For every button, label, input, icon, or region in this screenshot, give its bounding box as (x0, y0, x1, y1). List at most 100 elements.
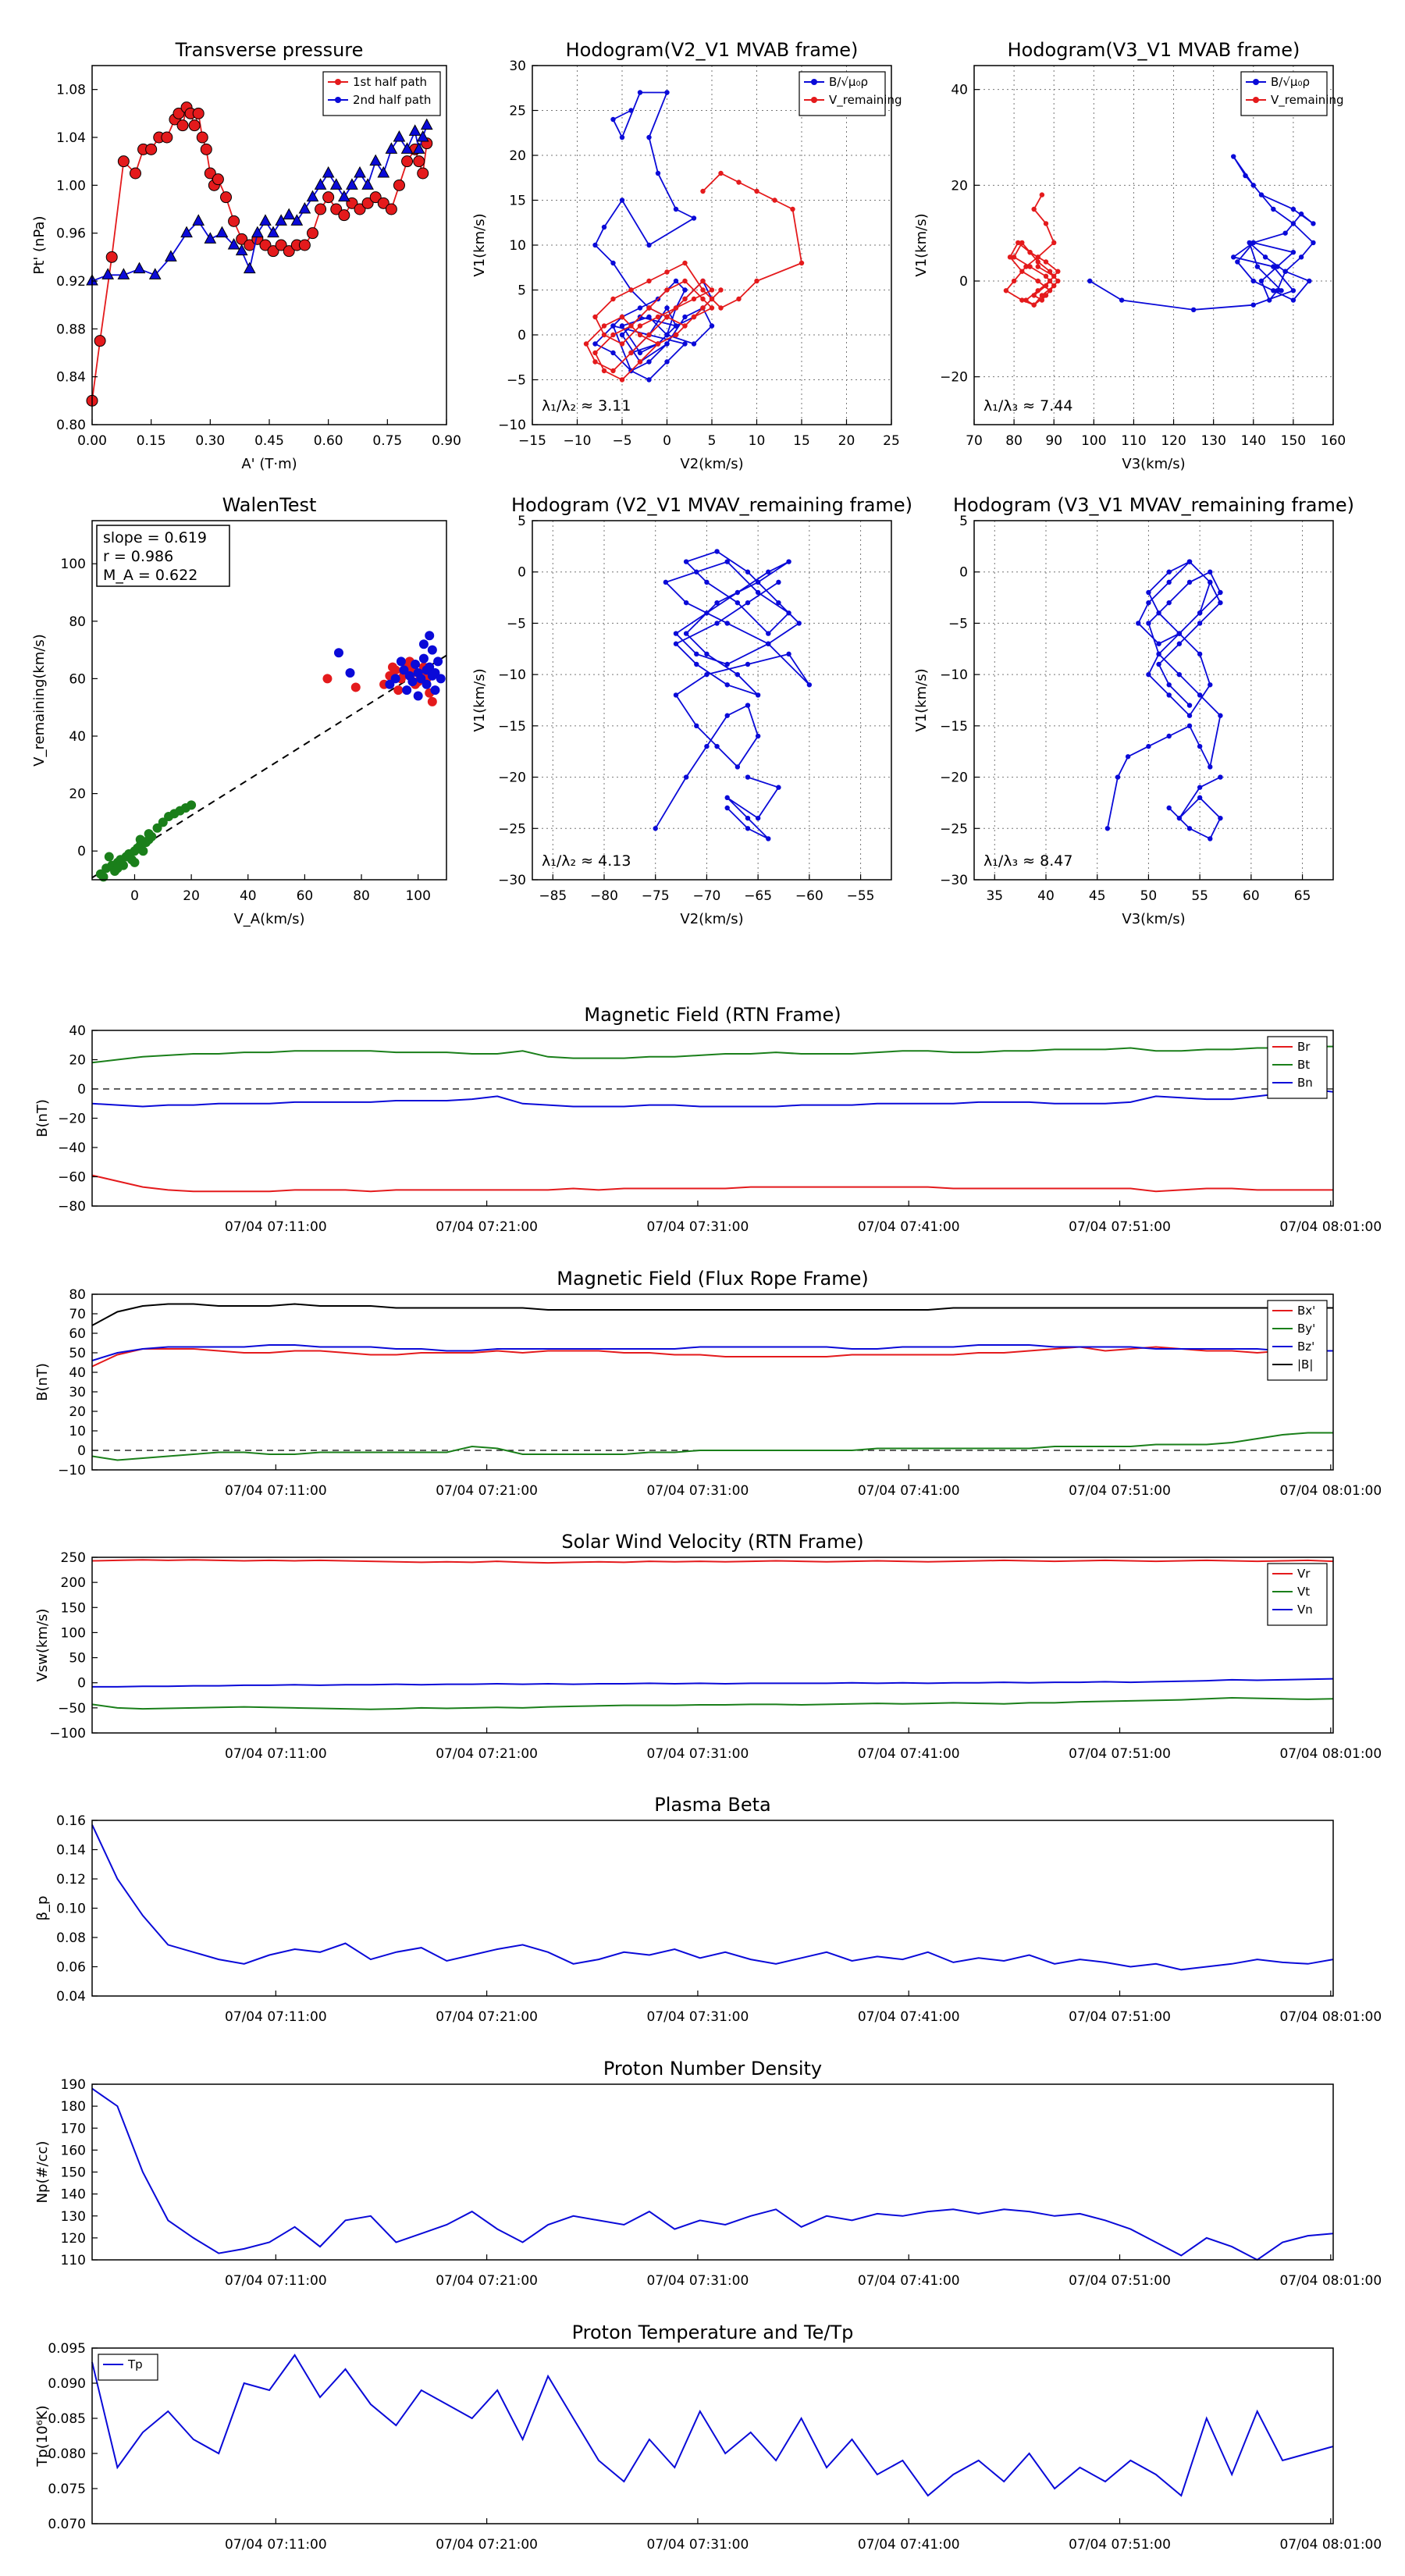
x-tick-label: 80 (353, 888, 370, 904)
data-point (298, 239, 311, 251)
y-tick-label: 30 (509, 59, 526, 74)
data-point (133, 262, 146, 274)
plot-frame (532, 520, 892, 881)
y-tick-label: 10 (509, 238, 526, 254)
data-point (1250, 302, 1256, 308)
data-point (200, 143, 212, 155)
y-axis-label: V_remaining(km/s) (31, 634, 48, 767)
data-point (1250, 183, 1256, 188)
data-point (1031, 302, 1037, 308)
x-tick-label: 07/04 07:21:00 (436, 2537, 538, 2553)
data-point (683, 600, 689, 606)
data-point (1104, 826, 1111, 831)
data-point (1197, 795, 1203, 801)
data-point (350, 682, 361, 692)
data-point (433, 656, 443, 667)
data-point (135, 834, 145, 845)
x-tick-label: 0.00 (77, 433, 107, 449)
legend-marker (335, 79, 341, 85)
data-point (427, 671, 437, 681)
x-tick-label: −75 (642, 888, 670, 904)
x-axis-label: A' (T·m) (241, 456, 297, 472)
y-tick-label: 5 (959, 514, 968, 529)
data-point (646, 134, 652, 141)
x-tick-label: 0.90 (432, 433, 461, 449)
x-tick-label: 20 (838, 433, 855, 449)
x-tick-label: 07/04 07:21:00 (436, 2009, 538, 2025)
data-point (754, 278, 759, 284)
data-point (1275, 288, 1280, 294)
data-point (646, 242, 652, 248)
y-tick-label: 0 (77, 1443, 86, 1459)
data-point (407, 677, 418, 687)
data-point (772, 197, 777, 203)
data-point (1197, 651, 1203, 657)
legend-label: Br (1297, 1040, 1311, 1054)
x-tick-label: 07/04 07:21:00 (436, 1219, 538, 1235)
y-tick-label: 0.085 (48, 2411, 86, 2427)
data-point (682, 296, 688, 302)
data-point (619, 134, 625, 141)
proton-number-density-panel: Proton Number Density 110 120 130 140 150 160 1… (34, 2058, 1382, 2289)
data-point (1146, 743, 1151, 749)
x-tick-label: 07/04 07:41:00 (858, 1746, 960, 1762)
legend-label: Vn (1297, 1603, 1313, 1617)
data-point (361, 178, 374, 190)
data-point (283, 245, 295, 258)
y-tick-label: 0.16 (56, 1813, 86, 1829)
data-point (1156, 661, 1161, 667)
data-point (322, 165, 335, 178)
x-tick-label: 07/04 07:31:00 (647, 1746, 749, 1762)
data-point (673, 305, 679, 311)
data-point (1051, 283, 1057, 289)
series-line-Bx' (91, 1346, 1333, 1368)
y-tick-label: 10 (69, 1424, 86, 1439)
y-tick-label: 20 (69, 1404, 86, 1420)
data-point (766, 836, 771, 841)
data-point (714, 549, 720, 554)
series-line-Br (91, 1174, 1333, 1193)
legend-label: V_remaining (829, 93, 902, 108)
chart-title: Magnetic Field (Flux Rope Frame) (557, 1268, 868, 1290)
data-point (105, 251, 118, 263)
y-tick-label: 40 (69, 1023, 86, 1039)
data-point (176, 119, 189, 132)
data-point (1208, 569, 1213, 575)
y-tick-label: 0.92 (56, 274, 86, 290)
data-point (158, 817, 168, 827)
y-tick-label: −20 (58, 1112, 86, 1127)
legend-label: B/√μ₀ρ (1271, 75, 1310, 89)
x-tick-label: 07/04 07:31:00 (647, 1219, 749, 1235)
x-tick-label: 0 (130, 888, 139, 904)
data-point (1176, 641, 1183, 646)
data-point (637, 350, 643, 356)
stats-line: M_A = 0.622 (103, 567, 197, 584)
data-point (766, 569, 771, 575)
data-point (243, 262, 256, 274)
data-point (275, 214, 287, 226)
data-point (1218, 815, 1223, 821)
data-point (776, 600, 781, 606)
y-tick-label: −20 (498, 770, 526, 786)
x-tick-label: 100 (405, 888, 430, 904)
y-tick-label: −20 (940, 370, 968, 386)
chart-title: Hodogram (V2_V1 MVAV_remaining frame) (511, 494, 912, 516)
x-tick-label: 0.45 (254, 433, 284, 449)
data-point (682, 278, 688, 284)
data-point (694, 569, 699, 575)
data-point (393, 179, 405, 191)
data-point (610, 296, 616, 302)
data-point (745, 661, 751, 667)
x-tick-label: 80 (1005, 433, 1023, 449)
data-point (1166, 600, 1172, 606)
data-point (790, 206, 795, 212)
y-tick-label: 50 (69, 1651, 86, 1667)
data-point (322, 674, 333, 684)
x-tick-label: 07/04 07:51:00 (1069, 2273, 1171, 2289)
data-point (1186, 559, 1193, 564)
x-tick-label: 07/04 07:41:00 (858, 2537, 960, 2553)
data-point (799, 260, 805, 266)
legend-marker (1253, 79, 1259, 85)
data-point (663, 579, 669, 585)
data-point (724, 559, 730, 564)
